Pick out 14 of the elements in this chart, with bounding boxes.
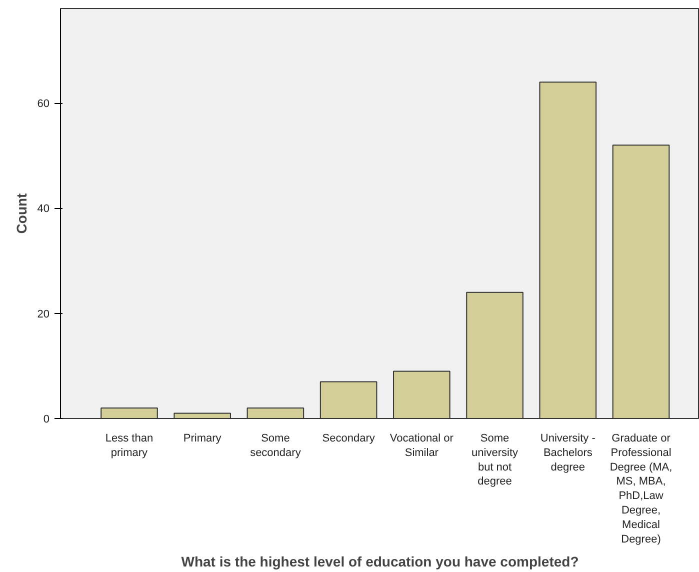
y-tick-label: 0 [43, 414, 50, 426]
x-tick-label: Some secondary [250, 432, 302, 459]
y-axis-title: Count [13, 192, 30, 234]
x-axis-title: What is the highest level of education you have completed? [181, 553, 579, 570]
x-tick-label: Graduate or Professional Degree (MA, MS, MBA, PhD,Law Degree, Medical Degree) [610, 432, 672, 546]
x-tick-label: Less than primary [105, 432, 154, 459]
x-tick-label: Some university but not degree [472, 432, 519, 488]
x-tick-label: Secondary [322, 432, 376, 444]
y-tick-label: 60 [37, 98, 50, 110]
y-tick-label: 20 [37, 308, 50, 320]
x-tick-label: Primary [183, 432, 222, 444]
x-tick-label: Vocational or Similar [390, 432, 454, 459]
y-tick-label: 40 [37, 203, 50, 216]
x-tick-label: University - Bachelors degree [540, 432, 596, 474]
